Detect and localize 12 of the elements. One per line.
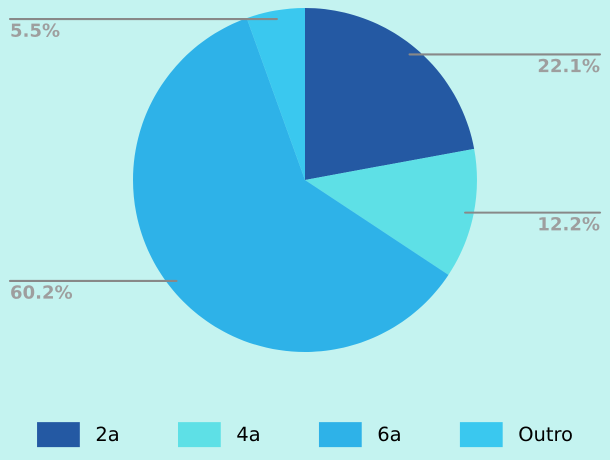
data-label: 5.5%: [11, 23, 60, 38]
pie-slice: [305, 148, 477, 275]
legend-label: Outro: [519, 426, 572, 442]
pie-slice: [133, 18, 448, 352]
data-label: 12.2%: [539, 216, 600, 231]
legend-label: 4a: [237, 426, 259, 442]
legend-label: 2a: [96, 426, 118, 442]
legend-label: 6a: [378, 426, 400, 442]
data-label: 22.1%: [538, 58, 600, 72]
data-label: 60.2%: [11, 285, 72, 299]
pie-slice: [305, 8, 474, 180]
pie-slice: [246, 8, 305, 180]
